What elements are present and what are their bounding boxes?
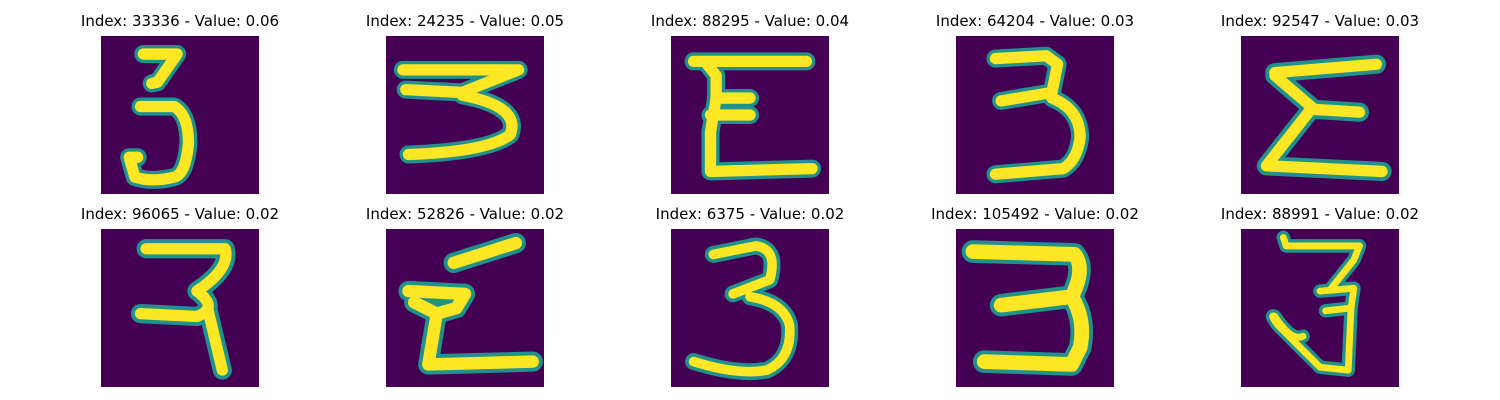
sample-cell-8: Index: 6375 - Value: 0.02 [600, 205, 900, 398]
sample-title: Index: 6375 - Value: 0.02 [655, 205, 845, 223]
sample-title: Index: 64204 - Value: 0.03 [935, 12, 1135, 30]
sample-title: Index: 92547 - Value: 0.03 [1220, 12, 1420, 30]
sample-cell-2: Index: 24235 - Value: 0.05 [315, 12, 615, 205]
sample-title: Index: 88991 - Value: 0.02 [1220, 205, 1420, 223]
digit-image [956, 229, 1114, 387]
digit-image [101, 229, 259, 387]
sample-title: Index: 24235 - Value: 0.05 [365, 12, 565, 30]
sample-title: Index: 33336 - Value: 0.06 [80, 12, 280, 30]
digit-three-glyph [1256, 54, 1392, 182]
digit-three-glyph [1265, 230, 1367, 377]
sample-cell-7: Index: 52826 - Value: 0.02 [315, 205, 615, 398]
sample-cell-5: Index: 92547 - Value: 0.03 [1170, 12, 1470, 205]
digit-image [1241, 229, 1399, 387]
sample-title: Index: 105492 - Value: 0.02 [931, 205, 1139, 223]
digit-three-glyph [961, 240, 1094, 376]
digit-three-glyph [684, 52, 822, 181]
sample-title: Index: 88295 - Value: 0.04 [650, 12, 850, 30]
digit-image [671, 36, 829, 194]
digit-image [386, 229, 544, 387]
digit-image [1241, 36, 1399, 194]
digit-image [671, 229, 829, 387]
sample-title: Index: 96065 - Value: 0.02 [80, 205, 280, 223]
sample-cell-1: Index: 33336 - Value: 0.06 [30, 12, 330, 205]
digit-image [101, 36, 259, 194]
digit-three-glyph [130, 239, 236, 380]
digit-three-glyph [398, 232, 543, 375]
sample-cell-9: Index: 105492 - Value: 0.02 [885, 205, 1185, 398]
digit-three-glyph [120, 45, 198, 189]
sample-cell-3: Index: 88295 - Value: 0.04 [600, 12, 900, 205]
digit-image [386, 36, 544, 194]
digit-three-glyph [393, 60, 528, 164]
digit-three-glyph [685, 237, 799, 381]
digit-three-glyph [986, 46, 1090, 184]
digit-image [956, 36, 1114, 194]
sample-cell-6: Index: 96065 - Value: 0.02 [30, 205, 330, 398]
sample-cell-10: Index: 88991 - Value: 0.02 [1170, 205, 1470, 398]
sample-title: Index: 52826 - Value: 0.02 [365, 205, 565, 223]
sample-cell-4: Index: 64204 - Value: 0.03 [885, 12, 1185, 205]
